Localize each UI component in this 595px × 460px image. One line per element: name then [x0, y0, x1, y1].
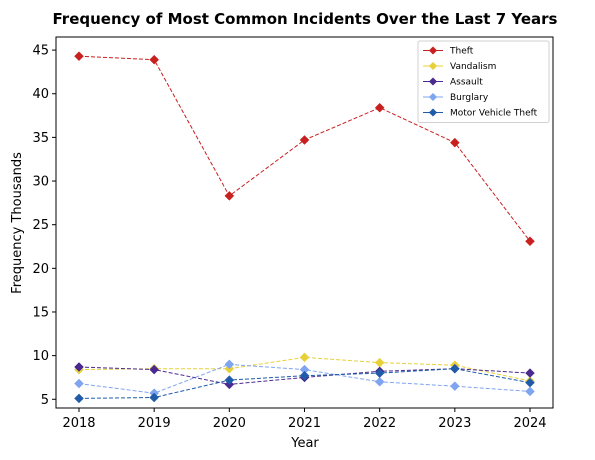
x-tick-label: 2018: [62, 416, 95, 431]
x-tick-label: 2021: [288, 416, 321, 431]
legend-label-burglary: Burglary: [450, 93, 489, 103]
x-axis-label: Year: [290, 436, 319, 451]
legend-label-theft: Theft: [449, 47, 474, 57]
y-tick-label: 45: [32, 44, 49, 59]
y-tick-label: 10: [32, 349, 49, 364]
x-tick-label: 2020: [213, 416, 246, 431]
legend: Theft Vandalism Assault Burglary Motor Vehic…: [418, 41, 549, 123]
y-tick-label: 5: [41, 393, 49, 408]
chart-title: Frequency of Most Common Incidents Over …: [53, 10, 558, 28]
y-tick-label: 25: [32, 218, 49, 233]
y-tick-label: 35: [32, 131, 49, 146]
x-axis: 2018 2019 2020 2021 2022 2023 2024: [62, 408, 546, 431]
legend-label-assault: Assault: [450, 78, 483, 88]
x-tick-label: 2019: [138, 416, 171, 431]
legend-label-vandalism: Vandalism: [450, 62, 496, 72]
x-tick-label: 2022: [363, 416, 396, 431]
y-tick-label: 15: [32, 305, 49, 320]
legend-label-motor-vehicle-theft: Motor Vehicle Theft: [450, 109, 538, 119]
y-tick-label: 20: [32, 262, 49, 277]
y-tick-label: 30: [32, 175, 49, 190]
y-axis: 5 10 15 20 25 30 35 40 45: [32, 44, 56, 408]
y-tick-label: 40: [32, 87, 49, 102]
x-tick-label: 2024: [513, 416, 546, 431]
y-axis-label: Frequency Thousands: [10, 152, 25, 294]
x-tick-label: 2023: [438, 416, 471, 431]
